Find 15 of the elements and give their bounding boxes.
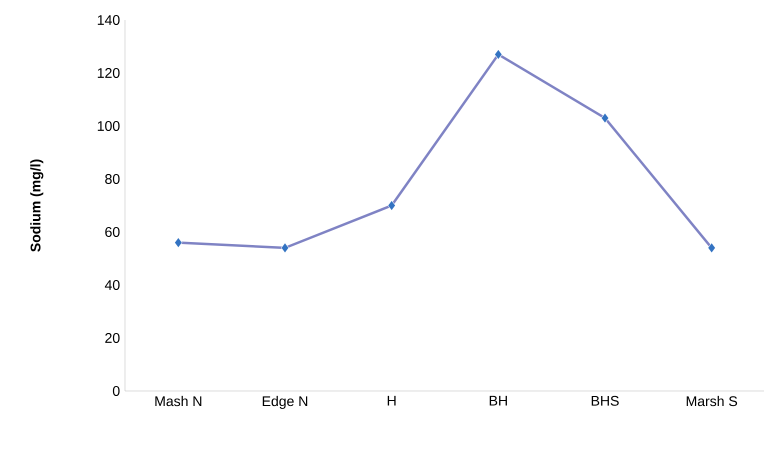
x-tick-label: H bbox=[388, 396, 396, 406]
y-tick-label: 40 bbox=[104, 280, 120, 290]
y-tick-label: 120 bbox=[98, 68, 120, 78]
x-tick-label: BHS bbox=[592, 396, 619, 406]
x-tick-label: Mash N bbox=[155, 396, 202, 406]
x-tick-label: Edge N bbox=[262, 396, 308, 409]
y-tick-label: 80 bbox=[105, 174, 120, 184]
y-tick-label: 60 bbox=[105, 227, 120, 237]
y-tick-label: 0 bbox=[112, 386, 120, 396]
x-tick-label: Marsh S bbox=[686, 396, 738, 406]
x-tick-label: BH bbox=[490, 396, 507, 406]
y-tick-label: 140 bbox=[98, 15, 120, 25]
y-tick-label: 100 bbox=[98, 121, 120, 131]
y-axis-title: Sodium (mg/l) bbox=[30, 160, 44, 252]
y-tick-label: 20 bbox=[105, 333, 120, 343]
